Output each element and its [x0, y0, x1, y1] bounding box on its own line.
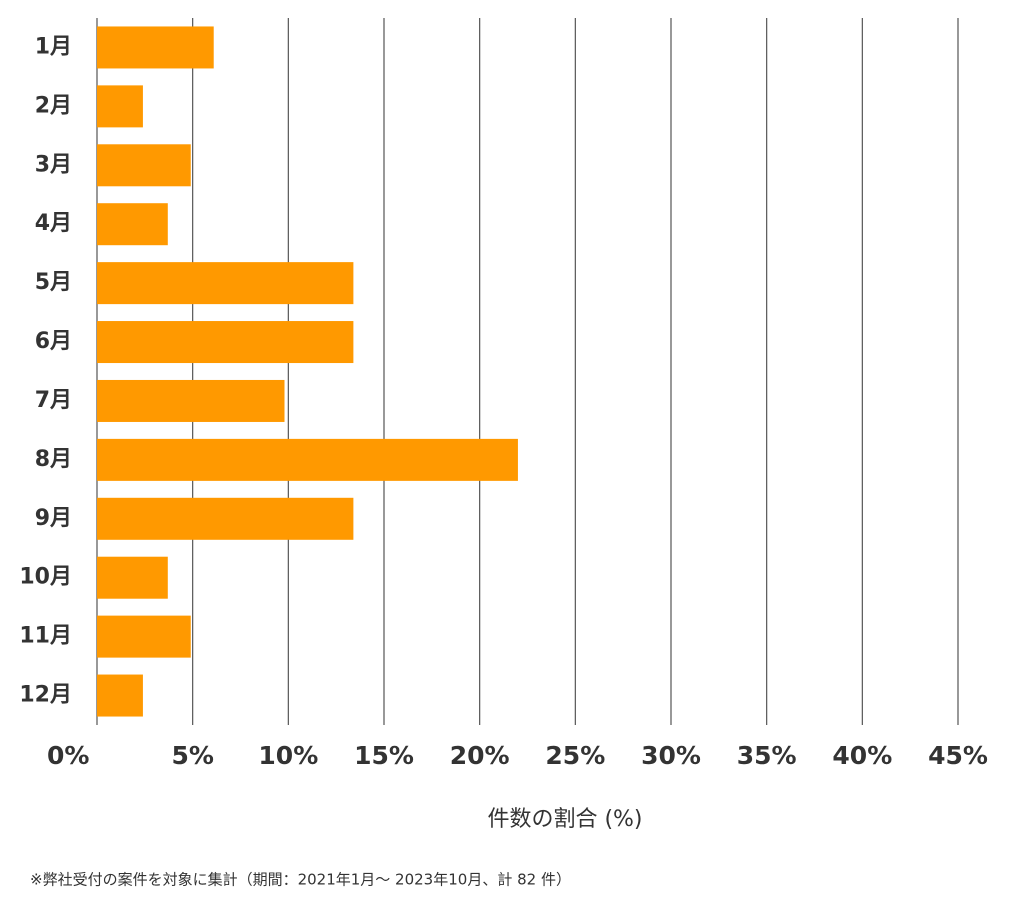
- y-tick-label: 12月: [19, 683, 72, 708]
- x-tick-label: 20%: [450, 741, 510, 770]
- y-tick-label: 2月: [35, 93, 72, 118]
- x-axis-label: 件数の割合 (%): [487, 807, 642, 832]
- y-tick-label: 11月: [19, 624, 72, 649]
- bar: [97, 26, 214, 69]
- footnote: ※弊社受付の案件を対象に集計（期間：2021年1月～ 2023年10月、計 82…: [30, 871, 571, 889]
- bar: [97, 497, 354, 540]
- x-tick-label: 40%: [832, 741, 892, 770]
- x-tick-label: 45%: [928, 741, 988, 770]
- y-tick-label: 9月: [35, 506, 72, 531]
- bar: [97, 556, 168, 599]
- x-tick-label: 15%: [354, 741, 414, 770]
- y-tick-label: 5月: [35, 270, 72, 295]
- y-tick-label: 10月: [19, 565, 72, 590]
- bar: [97, 321, 354, 364]
- bar: [97, 438, 518, 481]
- x-tick-label: 5%: [171, 741, 213, 770]
- bar: [97, 615, 191, 658]
- y-tick-label: 1月: [35, 34, 72, 59]
- x-tick-label: 30%: [641, 741, 701, 770]
- x-tick-label: 35%: [737, 741, 797, 770]
- x-tick-label: 10%: [258, 741, 318, 770]
- y-tick-label: 8月: [35, 447, 72, 472]
- x-tick-label: 0%: [47, 741, 89, 770]
- bar: [97, 379, 285, 422]
- bar: [97, 262, 354, 305]
- y-tick-label: 6月: [35, 329, 72, 354]
- bar: [97, 203, 168, 246]
- y-tick-label: 3月: [35, 152, 72, 177]
- y-tick-label: 7月: [35, 388, 72, 413]
- bar: [97, 674, 143, 717]
- x-tick-label: 25%: [545, 741, 605, 770]
- bar: [97, 85, 143, 128]
- y-tick-label: 4月: [35, 211, 72, 236]
- bar: [97, 144, 191, 187]
